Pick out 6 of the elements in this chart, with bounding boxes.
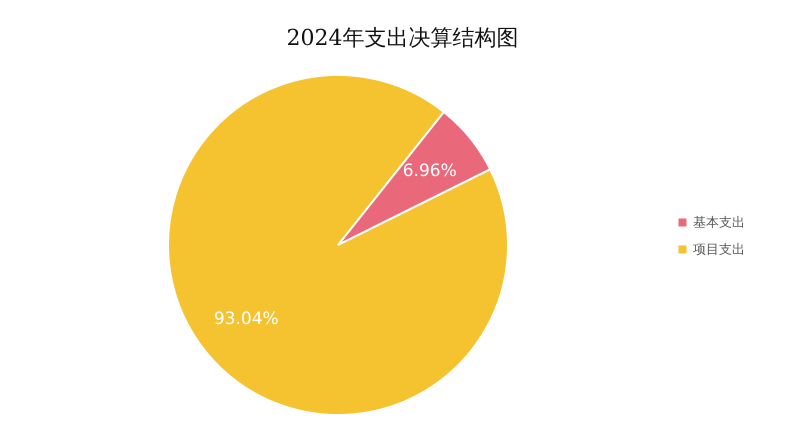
chart-title: 2024年支出决算结构图 <box>286 26 518 51</box>
legend-label: 基本支出 <box>693 216 745 230</box>
pie-slice <box>167 74 509 416</box>
data-label: 6.96% <box>402 160 457 181</box>
legend-label: 项目支出 <box>693 242 745 258</box>
data-label: 93.04% <box>214 309 279 330</box>
